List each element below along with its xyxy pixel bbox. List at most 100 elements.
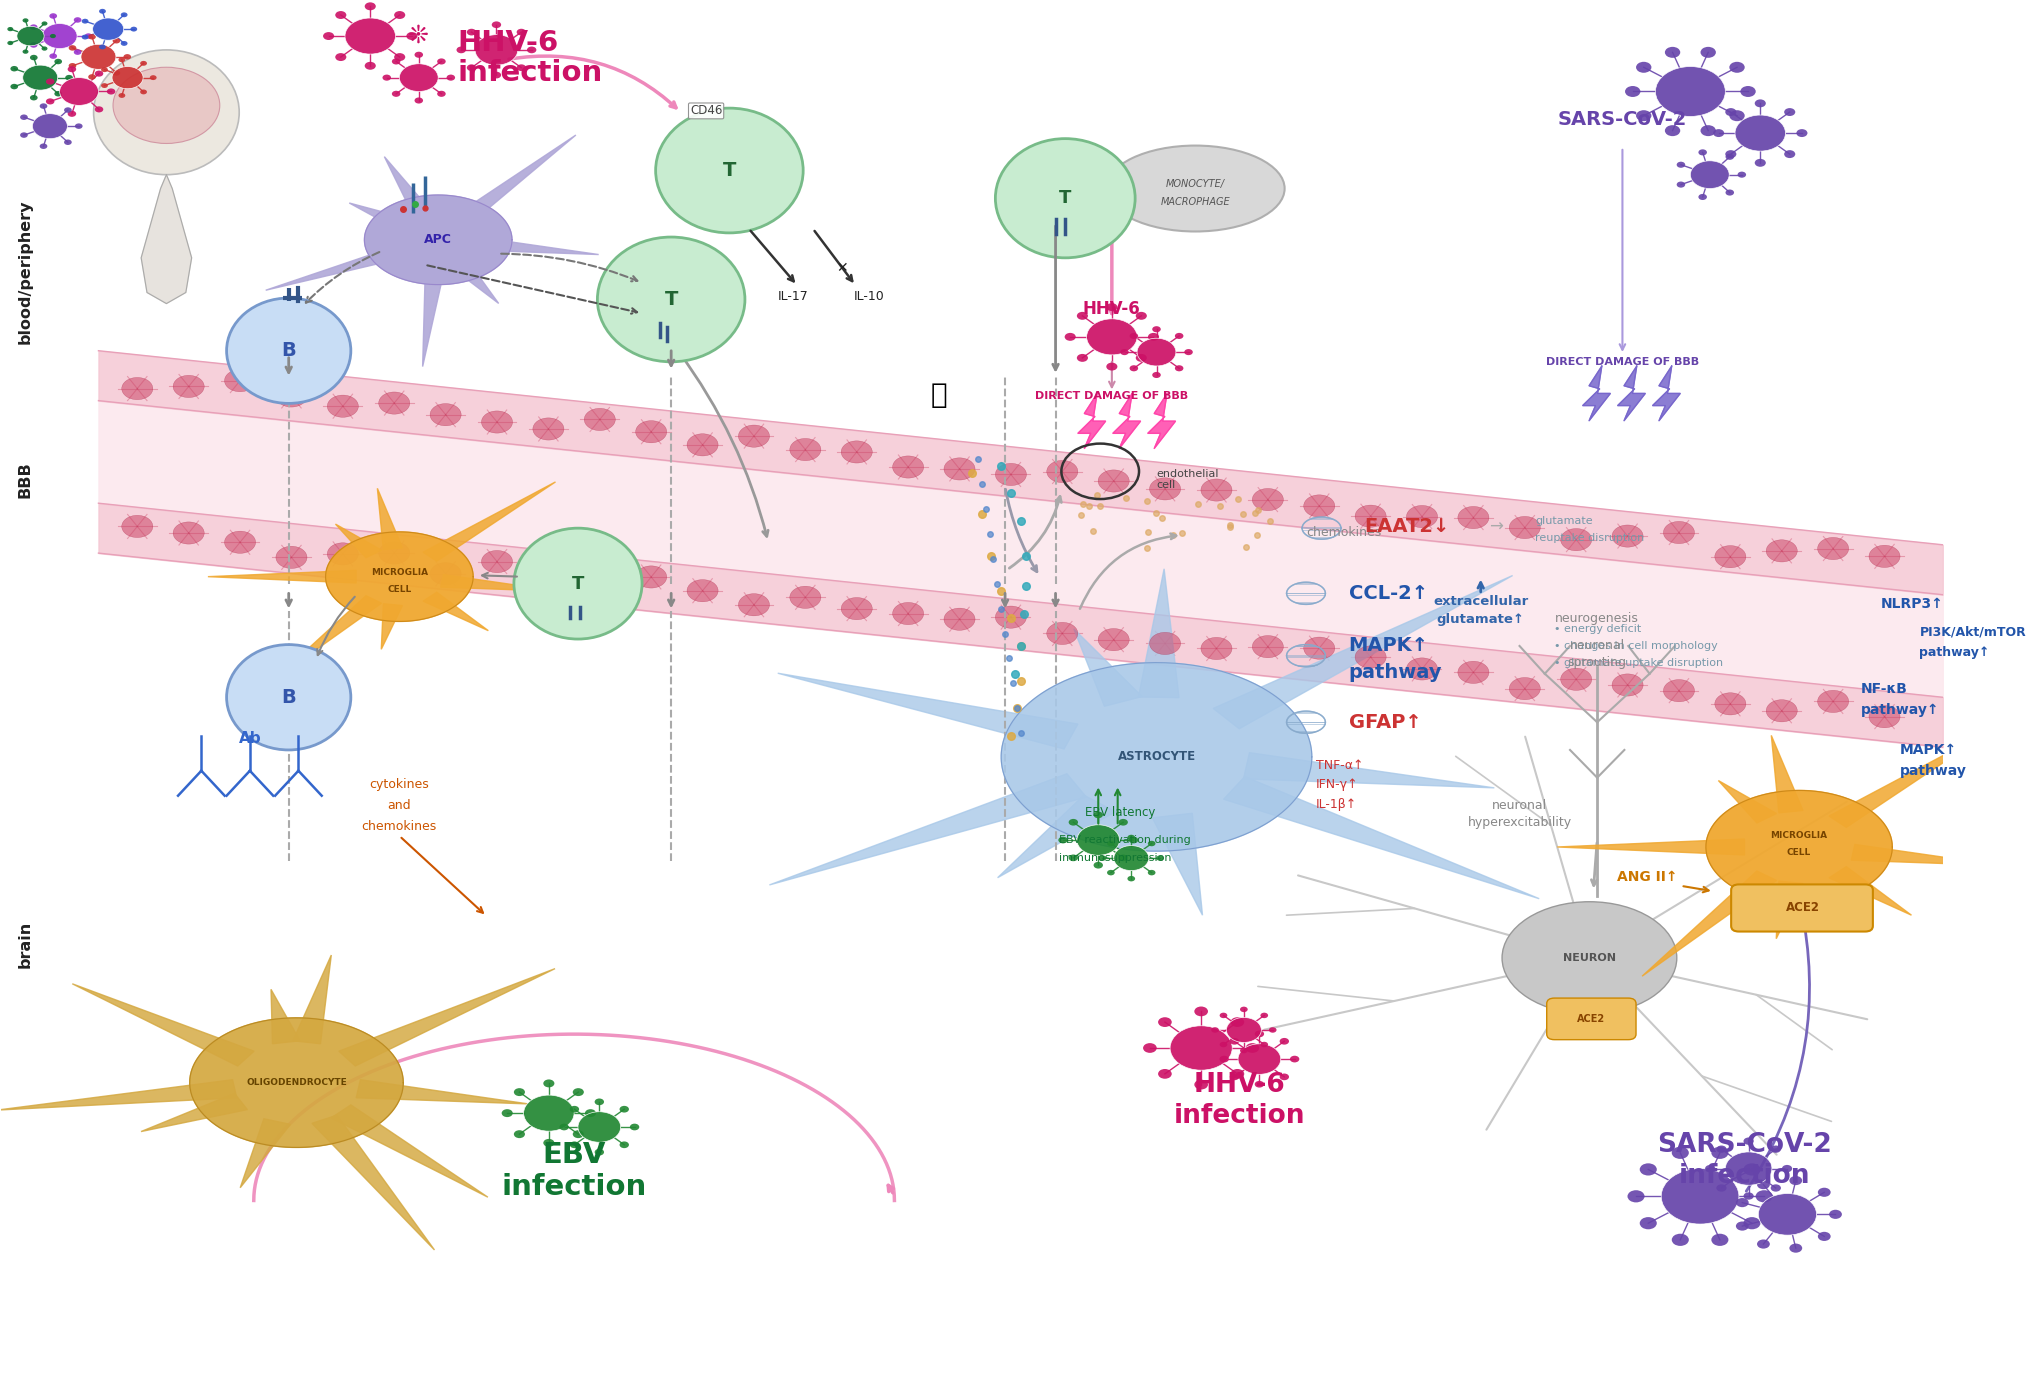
Circle shape [1664,521,1695,543]
Circle shape [543,1079,555,1088]
Polygon shape [1077,393,1105,449]
Circle shape [1128,835,1136,840]
Circle shape [1457,661,1489,683]
Circle shape [1626,86,1640,97]
Circle shape [1725,1151,1772,1185]
Text: B: B [280,342,297,360]
Polygon shape [140,1093,248,1132]
Circle shape [1059,836,1067,843]
Circle shape [8,40,14,44]
Polygon shape [331,1104,488,1197]
Circle shape [1152,372,1160,378]
Ellipse shape [597,238,746,361]
Circle shape [1869,706,1900,728]
Circle shape [1636,61,1652,72]
Circle shape [1077,354,1087,363]
Text: • energy deficit: • energy deficit [1554,624,1642,635]
Circle shape [1743,1138,1754,1145]
Circle shape [1077,313,1087,319]
Circle shape [1107,840,1116,846]
Polygon shape [356,1079,528,1104]
Circle shape [1756,100,1766,107]
Text: immunosuppression: immunosuppression [1059,853,1172,863]
Circle shape [1148,840,1156,846]
Circle shape [112,38,120,43]
Circle shape [392,58,400,64]
Circle shape [687,433,717,456]
Circle shape [1107,870,1116,875]
Circle shape [364,63,376,69]
Circle shape [514,1131,524,1138]
Circle shape [1280,1074,1288,1081]
Text: chemokines: chemokines [362,820,437,832]
Text: ACE2: ACE2 [1577,1014,1605,1024]
Circle shape [585,579,616,601]
Circle shape [630,1124,640,1131]
Text: MACROPHAGE: MACROPHAGE [1160,197,1229,207]
Circle shape [1725,150,1737,158]
Circle shape [1254,1031,1264,1038]
Circle shape [1105,363,1118,371]
Circle shape [1046,460,1077,482]
Circle shape [790,439,821,461]
Circle shape [41,46,47,50]
Circle shape [841,440,872,463]
Circle shape [1758,1181,1770,1189]
Text: infection: infection [502,1172,646,1200]
Circle shape [1305,638,1335,660]
Text: HHV-6: HHV-6 [1195,1072,1286,1099]
Text: CELL: CELL [1786,849,1811,857]
Circle shape [996,606,1026,628]
Circle shape [1240,1047,1248,1053]
Circle shape [1254,1081,1264,1088]
Polygon shape [378,489,402,550]
Circle shape [327,543,358,565]
Text: DIRECT DAMAGE OF BBB: DIRECT DAMAGE OF BBB [1546,357,1699,367]
Polygon shape [1851,845,2002,865]
Circle shape [1114,846,1148,871]
Circle shape [1725,189,1733,196]
Ellipse shape [514,528,642,639]
Text: CCL-2↑: CCL-2↑ [1349,583,1428,603]
Ellipse shape [656,108,803,233]
Circle shape [22,65,57,90]
Circle shape [1739,86,1756,97]
Circle shape [1758,1239,1770,1249]
Circle shape [124,54,132,60]
Polygon shape [1073,629,1142,707]
Text: OLIGODENDROCYTE: OLIGODENDROCYTE [246,1078,347,1088]
Circle shape [364,3,376,10]
Circle shape [112,67,142,89]
Circle shape [573,1131,583,1138]
Circle shape [1701,47,1715,58]
Circle shape [120,42,128,46]
Circle shape [112,71,120,75]
Circle shape [1770,1146,1780,1153]
Circle shape [1457,507,1489,529]
Circle shape [345,18,396,54]
Circle shape [1355,646,1386,668]
Circle shape [543,1139,555,1147]
Text: sprouting: sprouting [1569,656,1628,669]
Circle shape [1766,540,1796,563]
Circle shape [1715,546,1745,568]
Polygon shape [423,268,445,367]
Circle shape [276,546,307,568]
Circle shape [516,29,526,36]
Circle shape [1819,1188,1831,1197]
Circle shape [100,44,106,50]
Circle shape [81,18,89,24]
Circle shape [1174,365,1183,371]
Circle shape [1246,1043,1260,1053]
Circle shape [87,33,96,39]
Circle shape [841,597,872,619]
Circle shape [1756,158,1766,167]
Circle shape [585,1110,595,1117]
Circle shape [1406,506,1437,528]
Polygon shape [1583,365,1611,421]
Circle shape [457,47,465,53]
Circle shape [577,1111,620,1142]
Circle shape [102,67,108,72]
Circle shape [1120,349,1128,356]
Circle shape [150,75,156,81]
